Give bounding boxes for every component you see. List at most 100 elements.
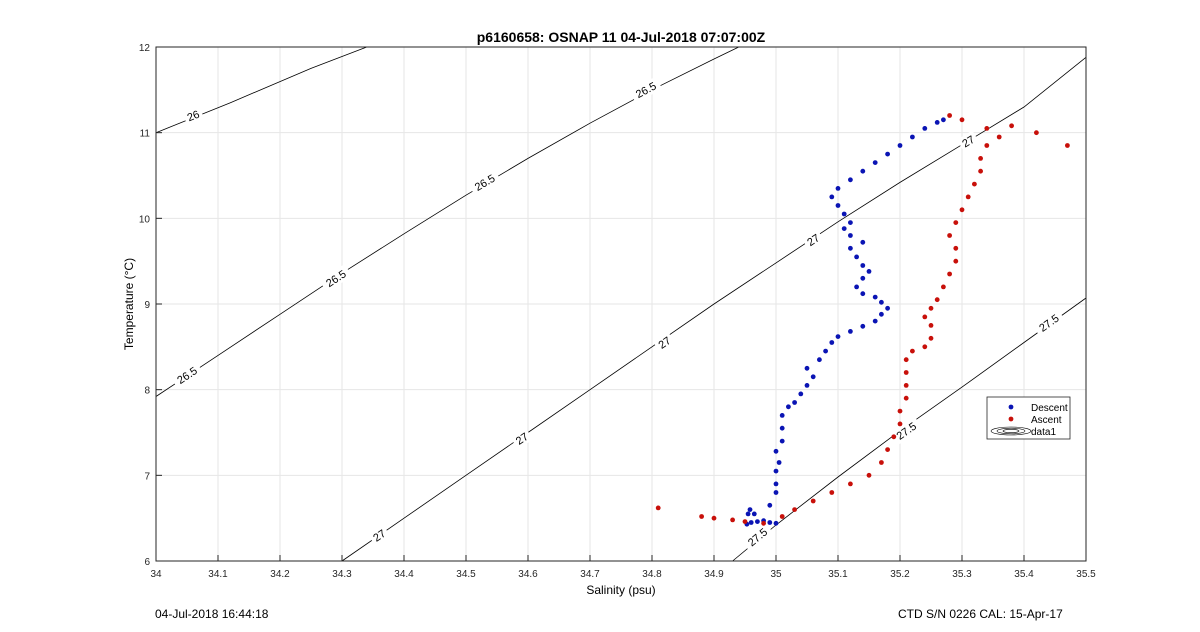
ascent-point xyxy=(984,143,990,148)
ascent-point xyxy=(910,348,915,354)
descent-point xyxy=(879,311,884,317)
descent-point xyxy=(860,168,866,174)
ascent-point xyxy=(903,395,909,401)
contour-label-bg xyxy=(367,524,391,547)
contour-label: 27.5 xyxy=(889,416,923,446)
ascent-point xyxy=(928,305,934,311)
ascent-point xyxy=(934,297,940,303)
descent-point xyxy=(755,519,760,524)
descent-point xyxy=(885,305,890,311)
descent-point xyxy=(872,294,878,300)
descent-point xyxy=(885,151,890,157)
x-tick-label: 34.6 xyxy=(518,569,538,580)
descent-point xyxy=(872,318,878,324)
x-axis-label: Salinity (psu) xyxy=(586,583,655,597)
descent-point xyxy=(860,239,866,245)
ascent-point xyxy=(792,507,797,512)
contour-label-bg xyxy=(510,427,534,450)
ascent-point xyxy=(761,520,766,526)
y-tick-label: 6 xyxy=(144,557,150,568)
descent-point xyxy=(872,160,878,166)
contour-label-bg xyxy=(889,416,923,446)
descent-point xyxy=(860,323,866,329)
descent-point xyxy=(773,468,779,474)
descent-point xyxy=(751,511,757,517)
axis-ticks: 34 34.1 34.2 34.3 34.4 34.5 34.6 34.7 34.8 34.9 35… xyxy=(139,43,1096,580)
contour-label-bg xyxy=(741,522,774,552)
descent-point xyxy=(934,120,940,125)
y-tick-label: 12 xyxy=(139,43,151,54)
x-tick-label: 34 xyxy=(150,569,162,580)
ascent-point xyxy=(1009,123,1014,129)
descent-point xyxy=(745,511,751,517)
ascent-point xyxy=(891,434,897,440)
ascent-point xyxy=(1065,143,1070,148)
x-tick-label: 35.2 xyxy=(890,569,910,580)
descent-point xyxy=(848,329,853,334)
ascent-point xyxy=(947,271,952,277)
ascent-point xyxy=(903,383,909,388)
descent-point xyxy=(829,340,835,345)
descent-point xyxy=(804,383,810,388)
x-tick-label: 35.4 xyxy=(1014,569,1034,580)
ascent-point xyxy=(699,514,704,519)
descent-point xyxy=(773,481,779,487)
plot-timestamp: 04-Jul-2018 16:44:18 xyxy=(155,607,269,621)
descent-point xyxy=(773,490,779,495)
x-tick-label: 34.2 xyxy=(270,569,290,580)
contour-label: 26.5 xyxy=(170,360,204,390)
descent-point xyxy=(854,284,859,290)
y-tick-label: 9 xyxy=(144,300,150,311)
x-tick-label: 35 xyxy=(770,569,782,580)
descent-point xyxy=(854,254,859,260)
x-tick-label: 34.4 xyxy=(394,569,414,580)
ascent-point xyxy=(959,207,965,213)
descent-point xyxy=(823,348,828,354)
descent-point xyxy=(767,502,773,508)
contour-label-text: 26 xyxy=(186,109,202,125)
ascent-point xyxy=(978,168,983,174)
ascent-point xyxy=(829,490,835,495)
contour-label: 26.5 xyxy=(468,168,502,197)
data-points xyxy=(655,113,1070,527)
x-tick-label: 34.1 xyxy=(208,569,228,580)
contour-label-bg xyxy=(319,264,353,293)
descent-point xyxy=(773,520,779,526)
descent-point xyxy=(829,194,835,200)
x-tick-label: 34.5 xyxy=(456,569,476,580)
contour-label-text: 27 xyxy=(657,335,674,352)
descent-point xyxy=(910,134,915,140)
descent-point xyxy=(779,425,785,431)
ascent-point xyxy=(978,156,983,161)
contour-label-text: 27 xyxy=(514,431,531,448)
contour-label: 26.5 xyxy=(629,76,663,104)
ascent-point xyxy=(730,517,735,523)
descent-point xyxy=(860,291,866,297)
contour-line-26-5 xyxy=(155,46,739,397)
descent-point xyxy=(841,211,847,217)
descent-point xyxy=(922,125,928,131)
x-tick-label: 35.3 xyxy=(952,569,972,580)
descent-point xyxy=(798,391,804,397)
legend-box xyxy=(986,396,1071,440)
x-tick-label: 34.3 xyxy=(332,569,352,580)
ascent-point xyxy=(885,447,890,452)
contour-label-text: 27 xyxy=(371,528,388,545)
contour-label-bg xyxy=(468,168,502,197)
y-tick-label: 11 xyxy=(140,129,151,140)
descent-point xyxy=(835,203,841,208)
ascent-point xyxy=(1034,130,1039,136)
ascent-point xyxy=(866,472,872,478)
descent-point xyxy=(860,263,866,268)
descent-point xyxy=(810,374,816,380)
ascent-point xyxy=(965,194,971,200)
descent-point xyxy=(835,334,841,339)
ascent-point xyxy=(848,481,853,487)
legend-marker-ascent xyxy=(1008,416,1014,422)
y-axis-label: Temperature (°C) xyxy=(122,258,136,350)
contour-label: 27.5 xyxy=(741,522,774,552)
contour-label: 26 xyxy=(182,105,205,126)
ascent-point xyxy=(922,344,928,350)
legend: Descent Ascent data1 xyxy=(986,396,1071,440)
ascent-point xyxy=(947,113,952,118)
